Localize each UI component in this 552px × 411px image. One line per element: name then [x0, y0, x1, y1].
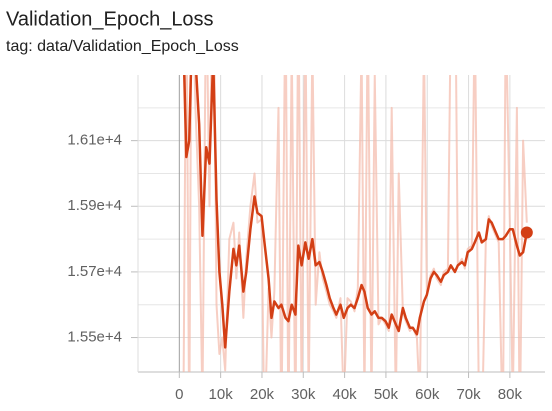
x-tick-label: 0: [175, 386, 183, 403]
x-tick-label: 30k: [291, 386, 316, 403]
smoothed-line: [183, 75, 529, 349]
raw-line: [182, 75, 528, 372]
y-tick-label: 1.57e+4: [67, 263, 122, 280]
x-tick-label: 80k: [498, 386, 523, 403]
y-tick-label: 1.55e+4: [67, 329, 122, 346]
x-tick-label: 50k: [374, 386, 399, 403]
chart-subtitle: tag: data/Validation_Epoch_Loss: [6, 38, 239, 55]
plot-area: [182, 75, 529, 372]
last-point-marker: [520, 226, 533, 239]
x-tick-label: 10k: [209, 386, 234, 403]
x-tick-label: 20k: [250, 386, 275, 403]
x-tick-label: 60k: [415, 386, 440, 403]
y-tick-label: 1.59e+4: [67, 197, 122, 214]
y-tick-label: 1.61e+4: [67, 132, 122, 149]
x-tick-label: 70k: [456, 386, 481, 403]
chart-title: Validation_Epoch_Loss: [6, 8, 214, 30]
x-tick-label: 40k: [333, 386, 358, 403]
